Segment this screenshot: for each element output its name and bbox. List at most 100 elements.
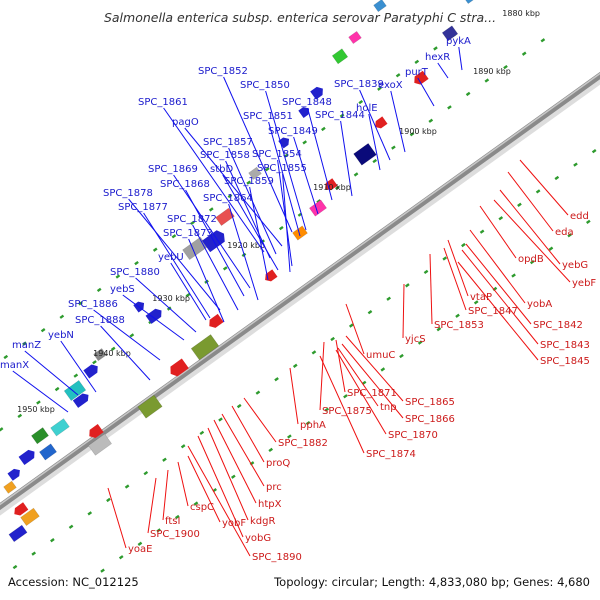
gene-feature-box[interactable] [373, 0, 387, 13]
gene-label-yoba[interactable]: yobA [469, 229, 552, 310]
gene-feature-arrow[interactable] [263, 269, 278, 283]
gene-feature-arrow[interactable] [278, 135, 291, 149]
gene-feature-box[interactable] [331, 48, 349, 65]
gene-label-spc-1861[interactable]: SPC_1861 [138, 97, 265, 253]
gene-feature-arrow[interactable] [206, 313, 224, 330]
gene-feature-box[interactable] [441, 25, 459, 42]
gene-feature-arrow[interactable] [298, 105, 311, 118]
gene-label-stbd[interactable]: stbD [210, 164, 279, 271]
gene-label-spc-1866[interactable]: SPC_1866 [341, 343, 455, 425]
gene-label-exox[interactable]: exoX [378, 80, 406, 153]
gene-feature-arrow[interactable] [167, 358, 189, 378]
gene-label-yebg[interactable]: yebG [499, 189, 588, 271]
gene-label-yobf[interactable]: yobF [187, 455, 246, 529]
gene-feature-box[interactable] [348, 30, 362, 45]
gene-label-spc-1882[interactable]: SPC_1882 [243, 397, 328, 449]
gene-feature-arrow[interactable] [83, 362, 100, 379]
gene-label-spc-1842[interactable]: SPC_1842 [465, 243, 583, 331]
gene-label-spc-1878[interactable]: SPC_1878 [103, 188, 221, 311]
gene-feature-box[interactable] [137, 394, 163, 419]
gene-label-spc-1872[interactable]: SPC_1872 [167, 214, 239, 311]
gene-label-vtap[interactable]: vtaP [447, 239, 492, 303]
gene-label-spc-1843[interactable]: SPC_1843 [461, 249, 590, 351]
gene-feature-arrow[interactable] [12, 502, 29, 517]
gene-label-htpx[interactable]: htpX [213, 419, 282, 510]
gene-label-yebn[interactable]: yebN [48, 330, 97, 393]
gene-label-tnp[interactable]: tnp [337, 347, 397, 413]
gene-label-spc-1875[interactable]: SPC_1875 [319, 341, 372, 417]
gene-label-manz[interactable]: manZ [12, 340, 79, 396]
gene-label-eda[interactable]: eda [507, 171, 574, 238]
gene-label-spc-1864[interactable]: SPC_1864 [203, 193, 259, 301]
gene-label-yebu[interactable]: yebU [158, 252, 207, 321]
gene-label-yjcs[interactable]: yjcS [402, 283, 426, 345]
gene-label-yoae[interactable]: yoaE [107, 487, 152, 555]
gene-feature-box[interactable] [30, 427, 50, 445]
gene-label-spc-1859[interactable]: SPC_1859 [224, 176, 274, 281]
gene-label-spc-1871[interactable]: SPC_1871 [335, 339, 397, 399]
gene-label-spc-1851[interactable]: SPC_1851 [243, 111, 301, 237]
gene-label-umuc[interactable]: umuC [345, 303, 395, 361]
gene-feature-arrow[interactable] [373, 116, 388, 130]
gene-label-spc-1845[interactable]: SPC_1845 [457, 261, 590, 367]
gene-label-spc-1852[interactable]: SPC_1852 [198, 66, 293, 233]
gene-feature-box[interactable] [460, 0, 484, 5]
gene-feature-arrow[interactable] [7, 466, 23, 481]
gene-feature-box[interactable] [93, 348, 107, 362]
gene-feature-box[interactable] [87, 433, 113, 456]
gene-label-hexr[interactable]: hexR [425, 52, 450, 79]
gene-feature-arrow[interactable] [86, 424, 104, 440]
gene-label-ftsi[interactable]: ftsI [162, 469, 180, 527]
gene-label-spc-1886[interactable]: SPC_1886 [68, 299, 161, 361]
gene-label-spc-1853[interactable]: SPC_1853 [429, 253, 484, 331]
gene-label-spc-1873[interactable]: SPC_1873 [163, 228, 225, 323]
gene-label-cspc[interactable]: cspC [177, 461, 214, 513]
gene-feature-box[interactable] [292, 225, 308, 241]
gene-feature-box[interactable] [50, 418, 70, 437]
gene-label-spc-1858[interactable]: SPC_1858 [200, 150, 271, 259]
gene-feature-box[interactable] [8, 524, 28, 543]
gene-label-spc-1900[interactable]: SPC_1900 [147, 477, 200, 540]
gene-label-purt[interactable]: purT [405, 67, 435, 107]
gene-feature-box[interactable] [3, 480, 17, 494]
gene-label-spc-1848[interactable]: SPC_1848 [282, 97, 333, 201]
gene-label-spc-1849[interactable]: SPC_1849 [268, 126, 319, 215]
gene-label-proq[interactable]: proQ [231, 405, 290, 469]
gene-feature-box[interactable] [38, 443, 58, 461]
gene-feature-box[interactable] [248, 166, 262, 180]
gene-feature-arrow[interactable] [72, 391, 91, 408]
gene-label-spc-1880[interactable]: SPC_1880 [110, 267, 197, 333]
gene-label-pago[interactable]: pagO [172, 117, 283, 247]
gene-label-spc-1874[interactable]: SPC_1874 [319, 355, 416, 460]
gene-label-spc-1877[interactable]: SPC_1877 [118, 202, 211, 319]
gene-feature-arrow[interactable] [310, 85, 326, 100]
gene-label-spc-1869[interactable]: SPC_1869 [148, 164, 251, 289]
gene-label-spc-1850[interactable]: SPC_1850 [240, 80, 307, 231]
gene-label-ppha[interactable]: pphA [289, 367, 326, 431]
gene-label-spc-1839[interactable]: SPC_1839 [334, 79, 391, 161]
gene-feature-box[interactable] [353, 142, 377, 166]
gene-label-spc-1847[interactable]: SPC_1847 [443, 247, 518, 317]
gene-feature-box[interactable] [190, 334, 220, 361]
gene-feature-box[interactable] [20, 507, 40, 527]
gene-label-spc-1854[interactable]: SPC_1854 [252, 149, 302, 267]
gene-label-yebf[interactable]: yebF [493, 199, 596, 289]
gene-label-spc-1865[interactable]: SPC_1865 [345, 335, 455, 408]
gene-label-manx[interactable]: manX [0, 360, 69, 413]
gene-feature-box[interactable] [215, 207, 235, 226]
gene-feature-box[interactable] [63, 380, 87, 402]
gene-label-opdb[interactable]: opdB [479, 205, 544, 265]
gene-feature-arrow[interactable] [145, 306, 165, 324]
gene-label-spc-1870[interactable]: SPC_1870 [335, 349, 438, 441]
gene-label-spc-1890[interactable]: SPC_1890 [187, 445, 302, 563]
gene-label-hole[interactable]: holE [356, 103, 381, 171]
gene-label-yebs[interactable]: yebS [110, 284, 185, 341]
gene-label-spc-1844[interactable]: SPC_1844 [315, 110, 365, 197]
gene-label-spc-1868[interactable]: SPC_1868 [160, 179, 245, 297]
gene-label-pyka[interactable]: pykA [446, 36, 471, 71]
gene-label-edd[interactable]: edd [519, 159, 589, 222]
gene-label-prc[interactable]: prc [221, 413, 282, 493]
gene-label-spc-1855[interactable]: SPC_1855 [257, 163, 307, 273]
gene-label-yobg[interactable]: yobG [197, 435, 271, 544]
